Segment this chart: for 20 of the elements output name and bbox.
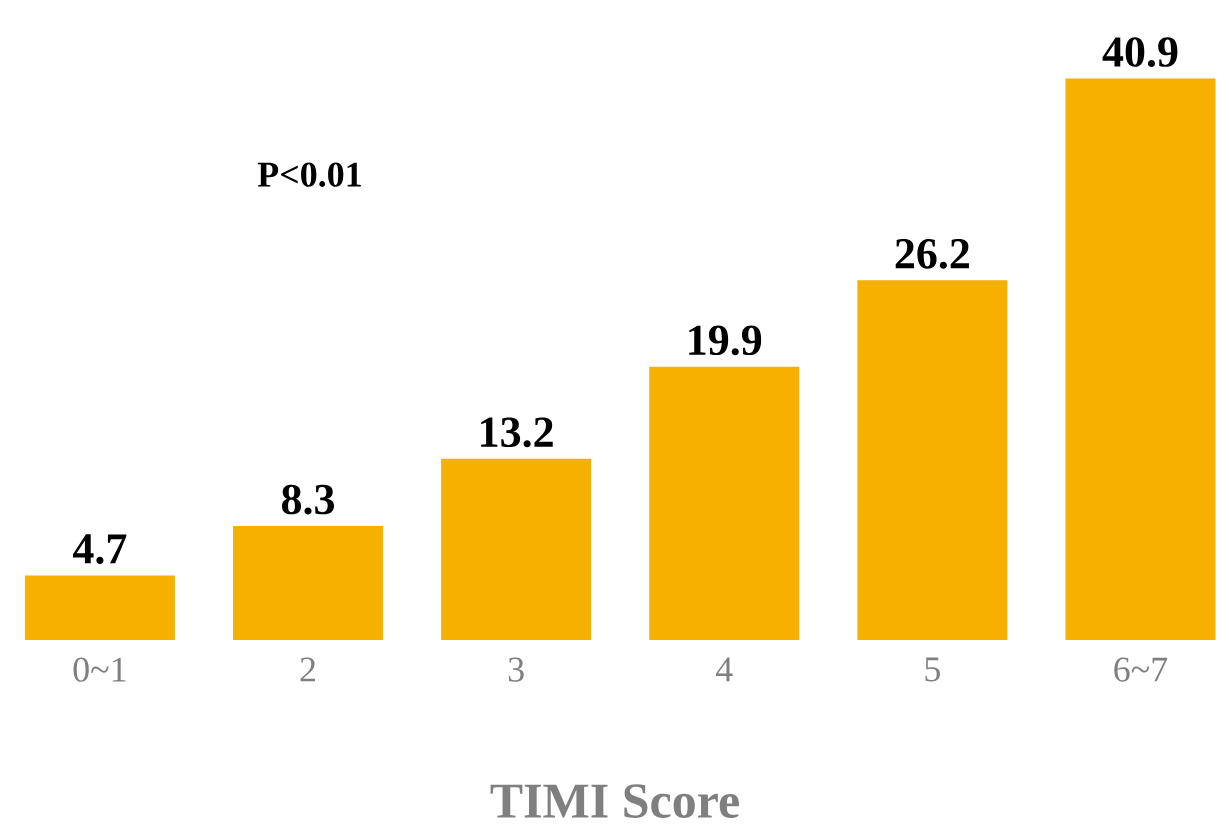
data-label: 4.7: [73, 534, 127, 564]
x-tick-label: 6~7: [1114, 657, 1168, 682]
x-tick-label: 0~1: [73, 657, 126, 682]
bar: [1065, 78, 1216, 640]
x-tick-label: 2: [300, 657, 316, 682]
bar: [233, 526, 384, 640]
data-label: 8.3: [281, 484, 335, 515]
x-axis-title: TIMI Score: [490, 784, 739, 818]
x-tick-label: 4: [715, 657, 733, 682]
bar: [441, 458, 592, 640]
x-tick-label: 5: [925, 657, 940, 682]
data-label: 19.9: [689, 325, 762, 356]
x-tick-label: 3: [508, 657, 524, 682]
bar: [857, 280, 1008, 640]
bar: [24, 575, 175, 640]
annotation: P<0.01: [257, 162, 361, 187]
bar: [649, 366, 800, 640]
data-label: 40.9: [1102, 37, 1178, 68]
data-label: 26.2: [895, 239, 969, 269]
data-label: 13.2: [481, 417, 553, 448]
